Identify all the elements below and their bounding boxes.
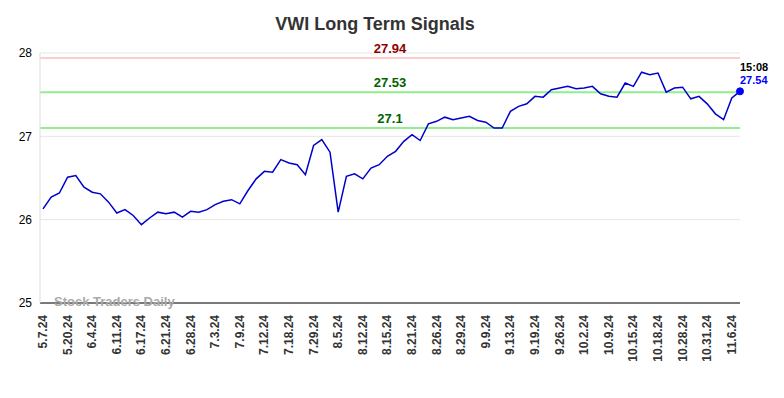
svg-text:10.15.24: 10.15.24	[626, 315, 640, 362]
html-text:Stock Traders Daily: Stock Traders Daily	[54, 294, 175, 309]
svg-text:10.28.24: 10.28.24	[676, 315, 690, 362]
html-text:VWI Long Term Signals: VWI Long Term Signals	[275, 14, 475, 34]
svg-text:9.13.24: 9.13.24	[503, 315, 517, 355]
svg-text:7.18.24: 7.18.24	[282, 315, 296, 355]
svg-text:10.9.24: 10.9.24	[602, 315, 616, 355]
svg-text:27.54: 27.54	[740, 74, 768, 86]
svg-text:6.21.24: 6.21.24	[159, 315, 173, 355]
svg-text:5.20.24: 5.20.24	[61, 315, 75, 355]
svg-text:26: 26	[19, 213, 33, 227]
svg-text:7.29.24: 7.29.24	[307, 315, 321, 355]
svg-text:8.21.24: 8.21.24	[405, 315, 419, 355]
svg-text:10.18.24: 10.18.24	[651, 315, 665, 362]
svg-text:8.5.24: 8.5.24	[331, 315, 345, 349]
svg-text:27.1: 27.1	[377, 111, 402, 126]
svg-text:7.3.24: 7.3.24	[208, 315, 222, 349]
svg-text:7.9.24: 7.9.24	[233, 315, 247, 349]
svg-text:15:08: 15:08	[740, 61, 768, 73]
svg-text:25: 25	[19, 296, 33, 310]
svg-text:9.9.24: 9.9.24	[479, 315, 493, 349]
svg-text:6.4.24: 6.4.24	[85, 315, 99, 349]
svg-text:27: 27	[19, 130, 33, 144]
svg-text:8.26.24: 8.26.24	[430, 315, 444, 355]
svg-text:10.2.24: 10.2.24	[577, 315, 591, 355]
svg-text:27.94: 27.94	[374, 41, 407, 56]
svg-text:6.11.24: 6.11.24	[110, 315, 124, 355]
svg-text:11.6.24: 11.6.24	[725, 315, 739, 355]
svg-text:6.28.24: 6.28.24	[184, 315, 198, 355]
svg-text:28: 28	[19, 46, 33, 60]
svg-text:7.12.24: 7.12.24	[257, 315, 271, 355]
svg-text:9.26.24: 9.26.24	[553, 315, 567, 355]
svg-text:27.53: 27.53	[374, 75, 407, 90]
svg-text:8.12.24: 8.12.24	[356, 315, 370, 355]
svg-text:6.17.24: 6.17.24	[134, 315, 148, 355]
svg-text:8.29.24: 8.29.24	[454, 315, 468, 355]
svg-text:9.19.24: 9.19.24	[528, 315, 542, 355]
svg-text:10.31.24: 10.31.24	[700, 315, 714, 362]
svg-text:8.15.24: 8.15.24	[380, 315, 394, 355]
svg-text:5.7.24: 5.7.24	[36, 315, 50, 349]
